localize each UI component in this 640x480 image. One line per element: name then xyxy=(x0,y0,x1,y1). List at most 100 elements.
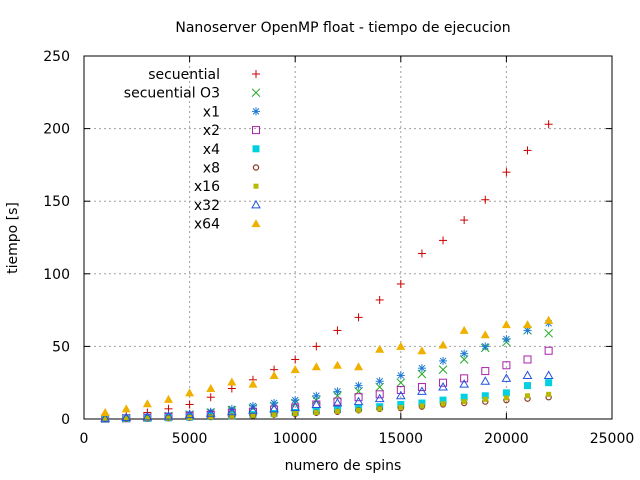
y-tick-label: 100 xyxy=(43,267,70,283)
data-point xyxy=(313,409,319,415)
data-point xyxy=(311,399,322,408)
data-point xyxy=(163,394,173,403)
data-point xyxy=(480,330,490,339)
data-point xyxy=(144,415,150,421)
data-point xyxy=(333,387,342,396)
data-point xyxy=(461,399,467,405)
data-point xyxy=(208,414,214,420)
data-point xyxy=(459,379,470,388)
data-point xyxy=(121,412,132,422)
data-point xyxy=(460,349,469,358)
data-point xyxy=(248,379,258,388)
x-tick-label: 20000 xyxy=(484,431,529,447)
legend-label: x1 xyxy=(203,104,220,120)
series-secuential xyxy=(101,120,553,422)
data-point xyxy=(439,378,448,387)
data-point xyxy=(354,393,363,402)
data-point xyxy=(248,405,258,414)
data-point xyxy=(397,400,405,408)
legend-label: x2 xyxy=(203,123,220,139)
series-x16 xyxy=(102,391,552,422)
data-point xyxy=(481,367,490,376)
data-point xyxy=(100,413,110,422)
y-tick-label: 0 xyxy=(61,412,70,428)
data-point xyxy=(502,168,511,177)
data-point xyxy=(481,342,490,351)
legend-label: secuential xyxy=(148,67,220,83)
data-point xyxy=(417,364,426,373)
data-point xyxy=(334,408,340,414)
data-point xyxy=(354,362,364,371)
data-point xyxy=(100,407,110,416)
data-point xyxy=(502,335,511,344)
data-point xyxy=(502,361,511,370)
data-point xyxy=(480,376,491,385)
data-point xyxy=(270,399,279,408)
chart-title: Nanoserver OpenMP float - tiempo de ejec… xyxy=(175,20,510,36)
data-point xyxy=(354,313,363,322)
legend-marker xyxy=(252,126,260,135)
data-point xyxy=(374,393,385,403)
data-point xyxy=(227,377,237,386)
data-point xyxy=(226,406,237,416)
data-point xyxy=(481,392,489,400)
data-points xyxy=(100,120,554,423)
x-axis-label: numero de spins xyxy=(285,458,402,474)
legend-entry: x4 xyxy=(203,142,260,158)
data-point xyxy=(543,370,554,379)
x-tick-label: 25000 xyxy=(590,431,635,447)
data-point xyxy=(312,391,321,400)
data-point xyxy=(417,346,427,355)
y-axis-label: tiempo [s] xyxy=(5,202,21,274)
data-point xyxy=(250,412,256,418)
data-point xyxy=(332,398,343,407)
data-point xyxy=(396,385,405,394)
series-x32 xyxy=(100,370,554,422)
data-point xyxy=(184,409,195,419)
data-point xyxy=(375,344,385,353)
legend-entry: x32 xyxy=(194,198,261,214)
data-point xyxy=(418,399,426,407)
data-point xyxy=(501,320,511,329)
data-point xyxy=(438,365,448,374)
data-point xyxy=(438,340,448,349)
legend-marker xyxy=(251,199,261,209)
data-point xyxy=(205,408,216,417)
y-tick-label: 200 xyxy=(43,122,70,138)
data-point xyxy=(460,374,469,383)
data-point xyxy=(142,411,153,421)
data-point xyxy=(332,360,342,369)
data-point xyxy=(398,404,404,410)
data-point xyxy=(271,412,277,418)
data-point xyxy=(417,386,427,395)
legend-marker xyxy=(253,183,259,189)
data-point xyxy=(460,393,468,401)
legend-entry: secuential xyxy=(148,67,260,83)
data-point xyxy=(545,379,553,387)
data-point xyxy=(481,195,490,204)
data-point xyxy=(419,403,425,409)
data-point xyxy=(525,393,531,399)
y-tick-label: 250 xyxy=(43,49,70,65)
data-point xyxy=(417,249,426,258)
data-point xyxy=(354,381,363,390)
data-point xyxy=(396,341,406,350)
legend-label: x8 xyxy=(203,161,220,177)
data-point xyxy=(544,328,553,338)
data-point xyxy=(102,416,108,422)
data-point xyxy=(523,320,533,329)
legend: secuential secuential O3 x1 x2 x4 x8 x16 x32 x64 xyxy=(124,67,261,233)
legend-entry: x64 xyxy=(194,217,261,233)
x-tick-label: 0 xyxy=(80,431,89,447)
data-point xyxy=(142,399,152,408)
data-point xyxy=(544,120,553,129)
data-point xyxy=(501,373,512,382)
data-point xyxy=(311,362,321,371)
legend-marker xyxy=(252,70,260,78)
data-point xyxy=(439,356,448,365)
x-tick-label: 15000 xyxy=(379,431,424,447)
plot-frame xyxy=(83,55,613,420)
data-point xyxy=(377,406,383,412)
legend-entry: secuential O3 xyxy=(124,86,261,102)
